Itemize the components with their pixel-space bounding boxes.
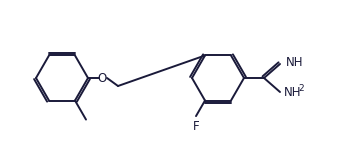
Text: 2: 2 <box>298 84 304 93</box>
Text: NH: NH <box>284 87 301 99</box>
Text: NH: NH <box>286 57 303 69</box>
Text: F: F <box>193 120 199 133</box>
Text: O: O <box>97 72 107 84</box>
